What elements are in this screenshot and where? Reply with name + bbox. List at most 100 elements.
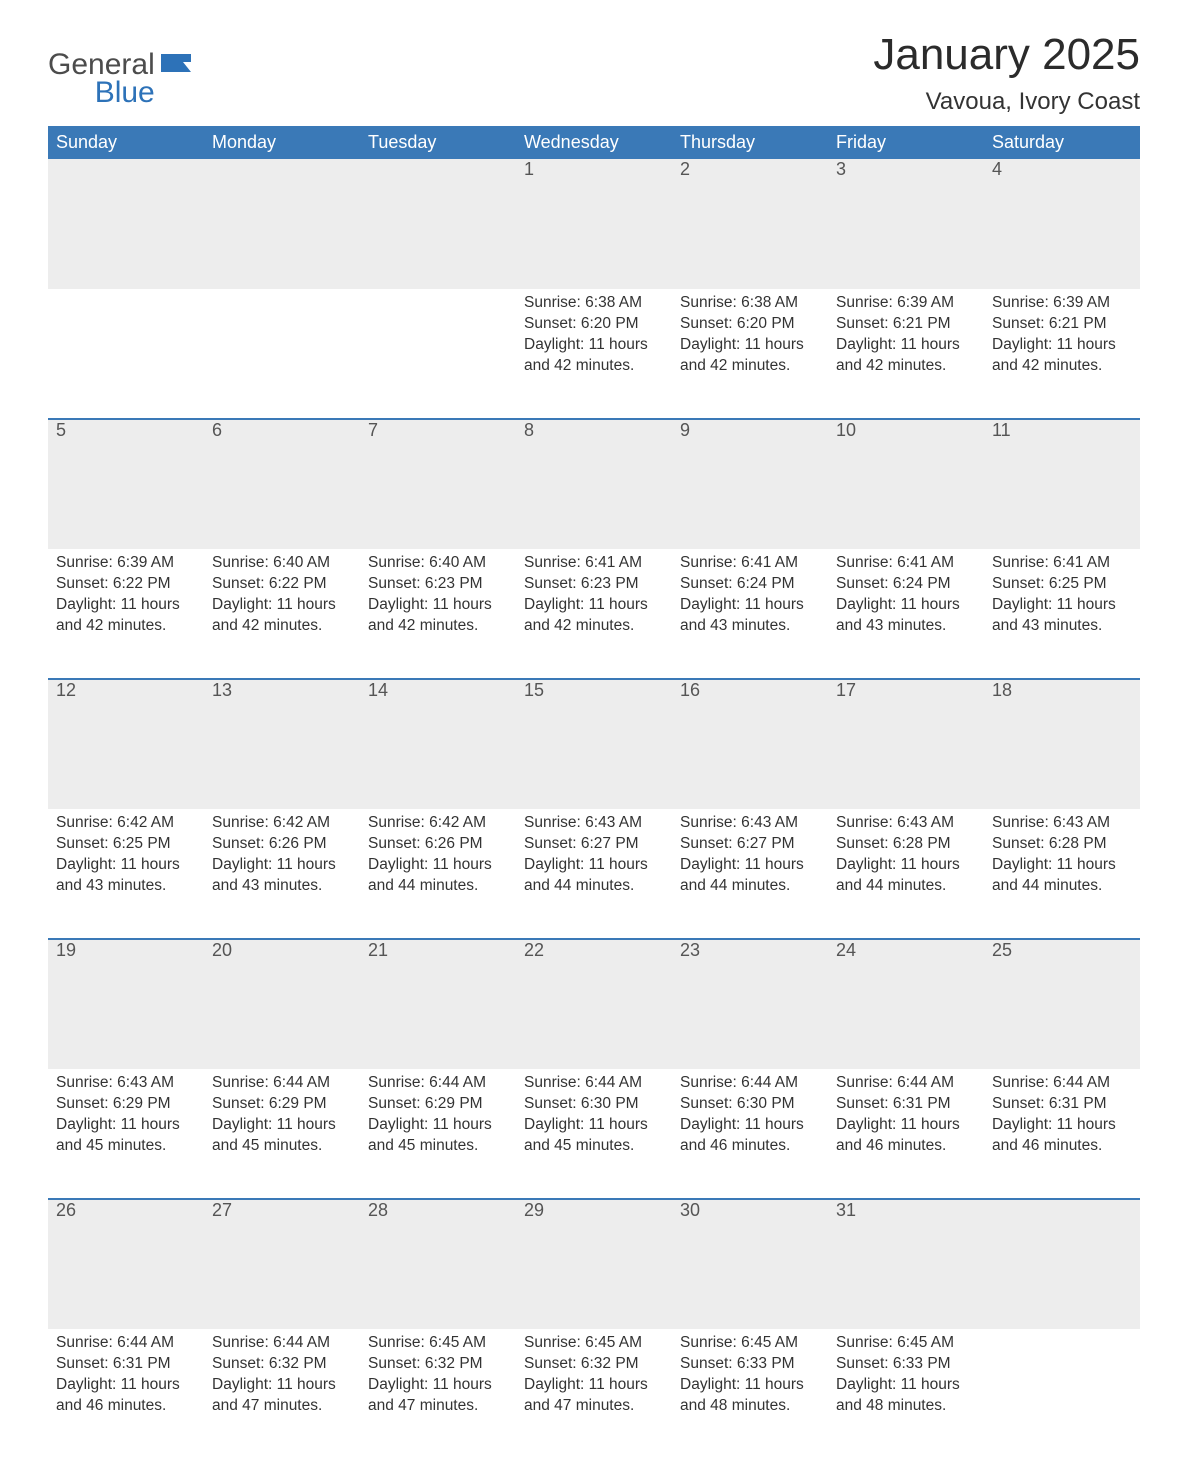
daylight-line: Daylight: 11 hours and 42 minutes. <box>368 595 508 637</box>
day-info: Sunrise: 6:41 AMSunset: 6:23 PMDaylight:… <box>524 549 664 637</box>
sunset-line: Sunset: 6:29 PM <box>212 1094 352 1115</box>
sunrise-line: Sunrise: 6:39 AM <box>836 293 976 314</box>
sunrise-line: Sunrise: 6:38 AM <box>680 293 820 314</box>
calendar-table: SundayMondayTuesdayWednesdayThursdayFrid… <box>48 126 1140 1459</box>
day-info-cell: Sunrise: 6:39 AMSunset: 6:21 PMDaylight:… <box>984 289 1140 419</box>
day-number-cell: 29 <box>516 1199 672 1329</box>
sunset-line: Sunset: 6:21 PM <box>836 314 976 335</box>
sunset-line: Sunset: 6:23 PM <box>368 574 508 595</box>
day-number-cell: 21 <box>360 939 516 1069</box>
daylight-line: Daylight: 11 hours and 47 minutes. <box>212 1375 352 1417</box>
daylight-line: Daylight: 11 hours and 44 minutes. <box>992 855 1132 897</box>
day-info-cell: Sunrise: 6:44 AMSunset: 6:29 PMDaylight:… <box>360 1069 516 1199</box>
sunset-line: Sunset: 6:30 PM <box>524 1094 664 1115</box>
day-info: Sunrise: 6:41 AMSunset: 6:24 PMDaylight:… <box>836 549 976 637</box>
sunrise-line: Sunrise: 6:42 AM <box>368 813 508 834</box>
day-number-row: 262728293031 <box>48 1199 1140 1329</box>
day-info: Sunrise: 6:44 AMSunset: 6:31 PMDaylight:… <box>836 1069 976 1157</box>
day-number-cell: 9 <box>672 419 828 549</box>
day-info: Sunrise: 6:40 AMSunset: 6:23 PMDaylight:… <box>368 549 508 637</box>
day-number-cell: 20 <box>204 939 360 1069</box>
sunset-line: Sunset: 6:29 PM <box>56 1094 196 1115</box>
daylight-line: Daylight: 11 hours and 47 minutes. <box>368 1375 508 1417</box>
day-info-cell: Sunrise: 6:43 AMSunset: 6:29 PMDaylight:… <box>48 1069 204 1199</box>
day-info: Sunrise: 6:42 AMSunset: 6:26 PMDaylight:… <box>212 809 352 897</box>
day-number-cell: 23 <box>672 939 828 1069</box>
sunrise-line: Sunrise: 6:43 AM <box>524 813 664 834</box>
day-info-cell <box>360 289 516 419</box>
weekday-header: Wednesday <box>516 126 672 159</box>
day-info: Sunrise: 6:39 AMSunset: 6:21 PMDaylight:… <box>836 289 976 377</box>
day-number-cell: 22 <box>516 939 672 1069</box>
day-info-cell: Sunrise: 6:39 AMSunset: 6:21 PMDaylight:… <box>828 289 984 419</box>
day-number-cell: 16 <box>672 679 828 809</box>
daylight-line: Daylight: 11 hours and 42 minutes. <box>992 335 1132 377</box>
day-number-cell <box>984 1199 1140 1329</box>
day-info-cell <box>48 289 204 419</box>
daylight-line: Daylight: 11 hours and 43 minutes. <box>56 855 196 897</box>
day-info-row: Sunrise: 6:42 AMSunset: 6:25 PMDaylight:… <box>48 809 1140 939</box>
sunset-line: Sunset: 6:26 PM <box>368 834 508 855</box>
sunrise-line: Sunrise: 6:41 AM <box>836 553 976 574</box>
day-number-cell: 8 <box>516 419 672 549</box>
sunset-line: Sunset: 6:20 PM <box>680 314 820 335</box>
sunrise-line: Sunrise: 6:44 AM <box>212 1333 352 1354</box>
daylight-line: Daylight: 11 hours and 43 minutes. <box>836 595 976 637</box>
day-info-row: Sunrise: 6:44 AMSunset: 6:31 PMDaylight:… <box>48 1329 1140 1459</box>
location-title: Vavoua, Ivory Coast <box>873 88 1140 116</box>
day-info: Sunrise: 6:41 AMSunset: 6:25 PMDaylight:… <box>992 549 1132 637</box>
sunset-line: Sunset: 6:21 PM <box>992 314 1132 335</box>
sunset-line: Sunset: 6:22 PM <box>56 574 196 595</box>
daylight-line: Daylight: 11 hours and 46 minutes. <box>992 1115 1132 1157</box>
daylight-line: Daylight: 11 hours and 42 minutes. <box>56 595 196 637</box>
day-number-cell: 24 <box>828 939 984 1069</box>
daylight-line: Daylight: 11 hours and 43 minutes. <box>212 855 352 897</box>
day-info-cell: Sunrise: 6:45 AMSunset: 6:33 PMDaylight:… <box>828 1329 984 1459</box>
sunset-line: Sunset: 6:20 PM <box>524 314 664 335</box>
daylight-line: Daylight: 11 hours and 42 minutes. <box>680 335 820 377</box>
day-info: Sunrise: 6:44 AMSunset: 6:31 PMDaylight:… <box>992 1069 1132 1157</box>
day-info-cell: Sunrise: 6:43 AMSunset: 6:27 PMDaylight:… <box>516 809 672 939</box>
sunset-line: Sunset: 6:27 PM <box>524 834 664 855</box>
day-number-cell: 11 <box>984 419 1140 549</box>
daylight-line: Daylight: 11 hours and 46 minutes. <box>56 1375 196 1417</box>
daylight-line: Daylight: 11 hours and 44 minutes. <box>524 855 664 897</box>
daylight-line: Daylight: 11 hours and 46 minutes. <box>836 1115 976 1157</box>
sunrise-line: Sunrise: 6:41 AM <box>992 553 1132 574</box>
day-info-cell: Sunrise: 6:41 AMSunset: 6:24 PMDaylight:… <box>672 549 828 679</box>
day-number-cell: 26 <box>48 1199 204 1329</box>
day-number-cell: 14 <box>360 679 516 809</box>
day-info-cell <box>984 1329 1140 1459</box>
sunrise-line: Sunrise: 6:41 AM <box>524 553 664 574</box>
day-info-cell: Sunrise: 6:44 AMSunset: 6:31 PMDaylight:… <box>984 1069 1140 1199</box>
sunrise-line: Sunrise: 6:45 AM <box>836 1333 976 1354</box>
day-info-cell: Sunrise: 6:44 AMSunset: 6:30 PMDaylight:… <box>672 1069 828 1199</box>
daylight-line: Daylight: 11 hours and 48 minutes. <box>680 1375 820 1417</box>
daylight-line: Daylight: 11 hours and 43 minutes. <box>680 595 820 637</box>
day-info: Sunrise: 6:39 AMSunset: 6:22 PMDaylight:… <box>56 549 196 637</box>
sunrise-line: Sunrise: 6:45 AM <box>524 1333 664 1354</box>
weekday-header: Friday <box>828 126 984 159</box>
day-number-row: 12131415161718 <box>48 679 1140 809</box>
daylight-line: Daylight: 11 hours and 44 minutes. <box>368 855 508 897</box>
day-info-row: Sunrise: 6:38 AMSunset: 6:20 PMDaylight:… <box>48 289 1140 419</box>
sunrise-line: Sunrise: 6:44 AM <box>368 1073 508 1094</box>
day-info: Sunrise: 6:45 AMSunset: 6:32 PMDaylight:… <box>368 1329 508 1417</box>
day-info-cell: Sunrise: 6:45 AMSunset: 6:32 PMDaylight:… <box>516 1329 672 1459</box>
day-info-cell: Sunrise: 6:43 AMSunset: 6:28 PMDaylight:… <box>984 809 1140 939</box>
sunset-line: Sunset: 6:28 PM <box>992 834 1132 855</box>
day-info-cell: Sunrise: 6:43 AMSunset: 6:27 PMDaylight:… <box>672 809 828 939</box>
day-info: Sunrise: 6:38 AMSunset: 6:20 PMDaylight:… <box>680 289 820 377</box>
daylight-line: Daylight: 11 hours and 44 minutes. <box>836 855 976 897</box>
daylight-line: Daylight: 11 hours and 46 minutes. <box>680 1115 820 1157</box>
sunrise-line: Sunrise: 6:42 AM <box>56 813 196 834</box>
sunset-line: Sunset: 6:32 PM <box>524 1354 664 1375</box>
sunset-line: Sunset: 6:32 PM <box>368 1354 508 1375</box>
day-info-cell: Sunrise: 6:44 AMSunset: 6:29 PMDaylight:… <box>204 1069 360 1199</box>
title-block: January 2025 Vavoua, Ivory Coast <box>873 30 1140 116</box>
day-number-cell: 13 <box>204 679 360 809</box>
day-info-cell: Sunrise: 6:42 AMSunset: 6:26 PMDaylight:… <box>360 809 516 939</box>
month-title: January 2025 <box>873 30 1140 80</box>
sunrise-line: Sunrise: 6:41 AM <box>680 553 820 574</box>
sunset-line: Sunset: 6:31 PM <box>992 1094 1132 1115</box>
